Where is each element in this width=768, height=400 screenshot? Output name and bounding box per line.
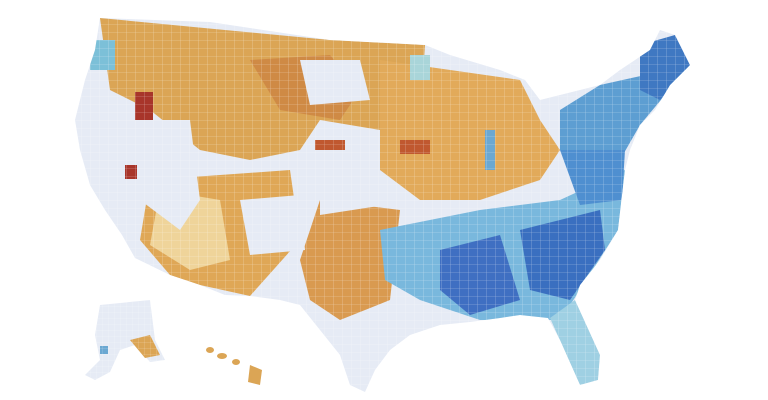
alaska xyxy=(85,300,165,380)
hawaii xyxy=(206,347,262,385)
